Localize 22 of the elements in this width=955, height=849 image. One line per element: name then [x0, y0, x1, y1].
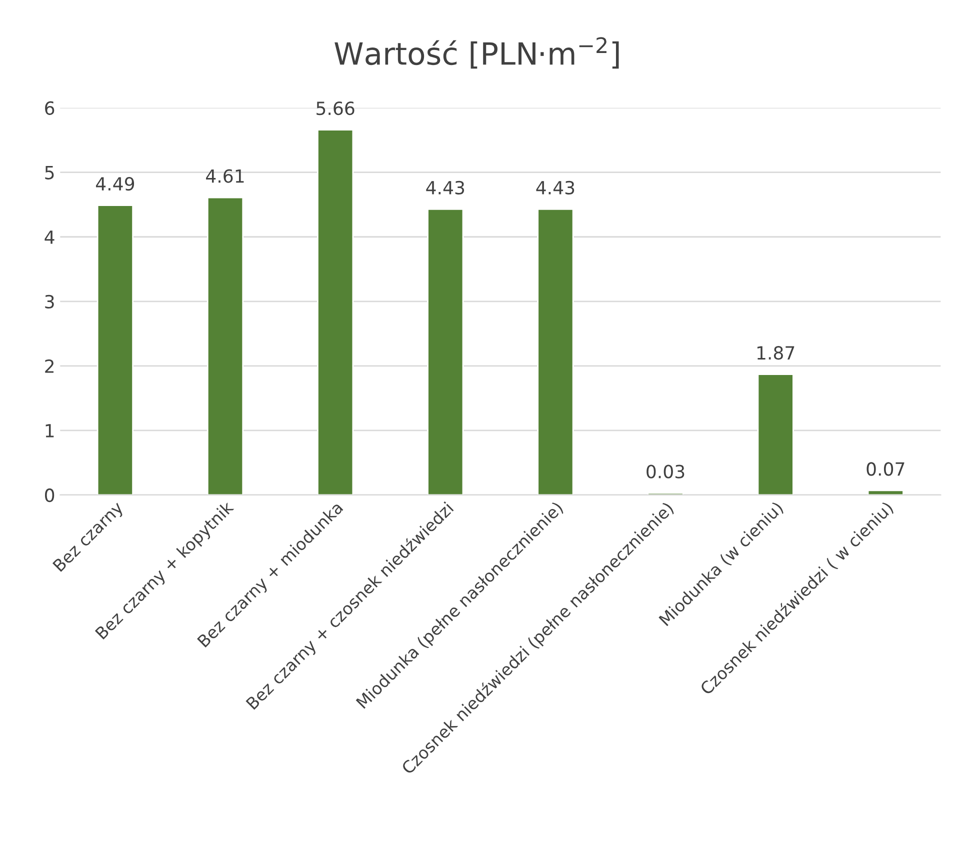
data-label: 0.03: [646, 464, 684, 478]
y-tick-label: 0: [45, 488, 54, 502]
data-label: 4.61: [206, 169, 244, 183]
data-label: 4.43: [536, 180, 574, 195]
data-label: 5.66: [316, 101, 354, 116]
data-label: 1.87: [757, 346, 794, 360]
chart-title: Wartość [PLN·m$^{−2}$]: [334, 37, 619, 69]
bar: [206, 196, 244, 495]
data-label: 0.07: [866, 462, 904, 476]
bar: [537, 208, 574, 495]
data-label: 4.43: [426, 180, 464, 195]
bar: [96, 204, 134, 495]
y-tick-label: 2: [45, 359, 54, 373]
y-tick-label: 6: [45, 101, 54, 115]
bar: [757, 374, 794, 495]
y-tick-label: 4: [44, 230, 54, 244]
y-tick-label: 5: [45, 166, 54, 180]
y-tick-label: 3: [45, 294, 54, 309]
data-label: 4.49: [96, 176, 134, 191]
bar: [427, 208, 464, 495]
bar: [317, 129, 354, 495]
y-tick-label: 1: [46, 424, 54, 438]
